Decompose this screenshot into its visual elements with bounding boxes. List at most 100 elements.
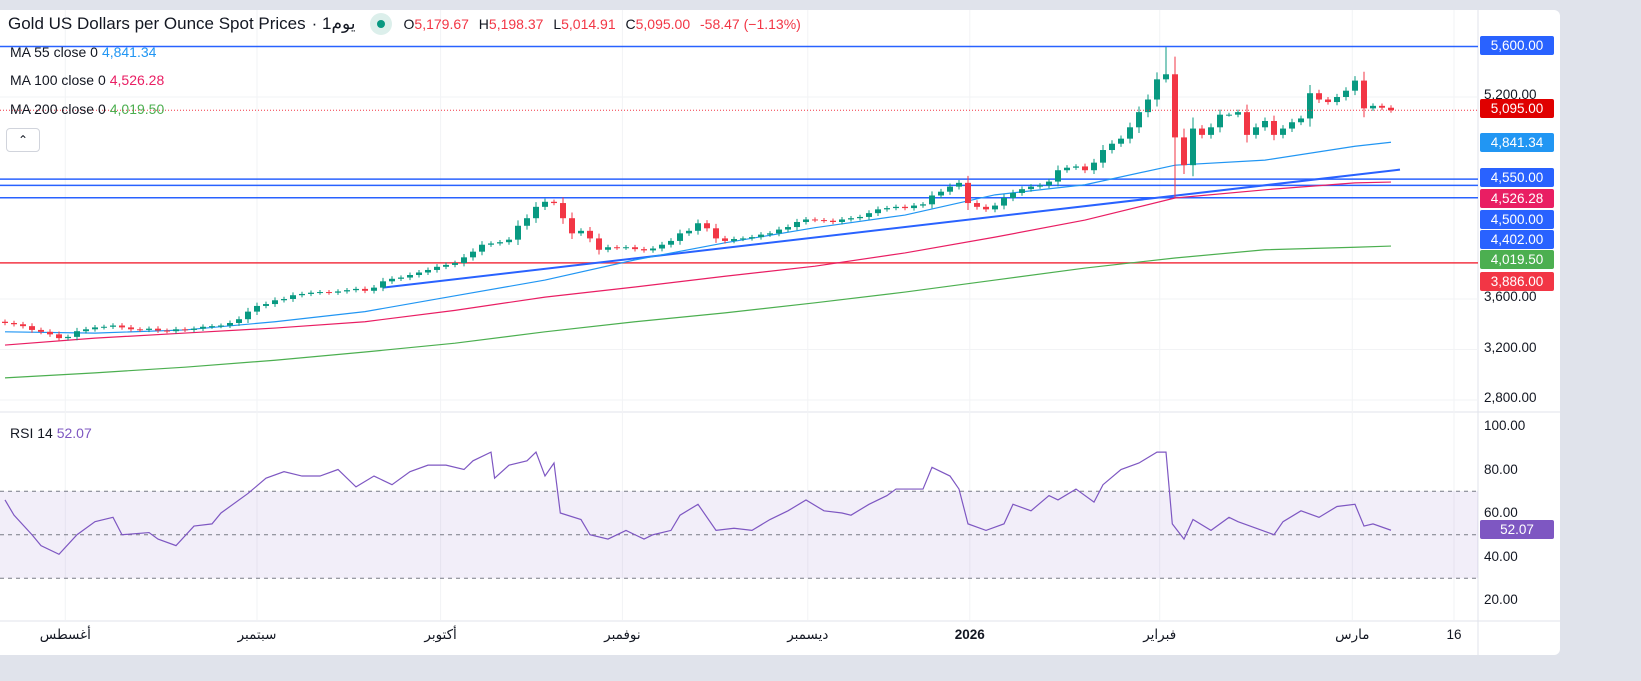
candle-body: [569, 218, 575, 234]
price-axis-tick: 3,600.00: [1484, 289, 1537, 304]
candle-body: [929, 195, 935, 205]
price-axis-tick: 3,200.00: [1484, 339, 1537, 355]
candle-body: [686, 230, 692, 234]
legend-rsi[interactable]: RSI 14 52.07: [10, 425, 92, 441]
time-axis-tick: أغسطس: [39, 627, 91, 642]
candle-body: [857, 216, 863, 219]
chart-canvas[interactable]: [0, 10, 1560, 655]
candle-body: [326, 292, 332, 294]
candle-body: [335, 291, 341, 293]
candle-body: [1361, 80, 1367, 109]
candle-body: [1181, 137, 1187, 166]
candle-body: [803, 219, 809, 222]
candle-body: [767, 233, 773, 235]
candle-body: [938, 191, 944, 196]
candle-body: [902, 206, 908, 209]
candle-body: [1388, 107, 1394, 111]
price-label: 5,095.00: [1480, 99, 1554, 118]
candle-body: [974, 203, 980, 207]
candle-body: [821, 220, 827, 222]
candle-body: [353, 288, 359, 291]
ma100-line: [4, 181, 1392, 346]
low-label: L: [553, 16, 562, 32]
price-label: 4,841.34: [1480, 133, 1554, 152]
rsi-line: [4, 451, 1392, 556]
close-label: C: [625, 16, 636, 32]
time-axis-tick: 2026: [954, 627, 985, 642]
time-axis-tick: ديسمبر: [787, 627, 829, 642]
price-label: 4,550.00: [1480, 168, 1554, 187]
candle-body: [1091, 162, 1097, 171]
candle-body: [461, 257, 467, 264]
candle-body: [1100, 150, 1106, 163]
candle-body: [227, 322, 233, 326]
symbol-title[interactable]: Gold US Dollars per Ounce Spot Prices: [8, 14, 306, 33]
candle-body: [92, 327, 98, 330]
candle-body: [443, 264, 449, 267]
candle-body: [1307, 93, 1313, 119]
candle-body: [1145, 99, 1151, 113]
candle-body: [1325, 99, 1331, 103]
candle-body: [560, 203, 566, 219]
candle-body: [1235, 112, 1241, 115]
ohlc-readout: O5,179.67 H5,198.37 L5,014.91 C5,095.00 …: [404, 16, 807, 32]
candle-body: [110, 325, 116, 327]
price-label: 4,019.50: [1480, 250, 1554, 269]
candle-body: [551, 201, 557, 204]
legend-ma100[interactable]: MA 100 close 0 4,526.28: [10, 72, 164, 88]
candle-body: [128, 327, 134, 330]
candle-body: [488, 243, 494, 245]
candle-body: [146, 328, 152, 330]
candle-body: [281, 299, 287, 301]
candle-body: [1073, 166, 1079, 168]
candle-body: [956, 182, 962, 187]
candle-body: [731, 239, 737, 241]
candle-body: [1064, 167, 1070, 171]
candle-body: [20, 324, 26, 327]
trendline: [382, 168, 1401, 289]
candle-body: [1118, 138, 1124, 144]
time-axis-tick: فبراير: [1143, 627, 1177, 642]
candle-body: [650, 248, 656, 251]
candle-body: [533, 206, 539, 219]
candle-body: [1127, 127, 1133, 139]
candle-body: [1109, 143, 1115, 151]
candle-body: [83, 329, 89, 332]
candle-body: [254, 305, 260, 312]
rsi-value-label: 52.07: [1480, 520, 1554, 540]
price-axis-tick: 2,800.00: [1484, 390, 1537, 405]
chart-window: Gold US Dollars per Ounce Spot Prices · …: [0, 10, 1560, 655]
candle-body: [209, 326, 215, 328]
candle-body: [1055, 170, 1061, 182]
candle-body: [1217, 114, 1223, 128]
candle-body: [1244, 112, 1250, 135]
legend-ma55[interactable]: MA 55 close 0 4,841.34: [10, 44, 156, 60]
candle-body: [515, 225, 521, 240]
interval-label[interactable]: · 1يوم: [311, 14, 356, 33]
legend-ma200[interactable]: MA 200 close 0 4,019.50: [10, 101, 164, 117]
candle-body: [596, 238, 602, 250]
candle-body: [173, 329, 179, 332]
candle-body: [704, 223, 710, 229]
candle-body: [479, 244, 485, 252]
candle-body: [119, 325, 125, 328]
high-label: H: [478, 16, 489, 32]
candle-body: [1298, 118, 1304, 123]
candle-body: [1163, 74, 1169, 80]
candle-body: [1208, 127, 1214, 135]
price-axis-tick: 5,200.00: [1484, 87, 1537, 102]
candle-body: [848, 218, 854, 220]
candle-body: [11, 322, 17, 325]
candle-body: [452, 263, 458, 265]
high-value: 5,198.37: [488, 16, 544, 32]
candle-body: [1136, 112, 1142, 128]
low-value: 5,014.91: [561, 16, 616, 32]
candle-body: [1019, 189, 1025, 193]
candle-body: [911, 205, 917, 209]
candle-body: [1334, 97, 1340, 103]
collapse-legend-button[interactable]: ⌃: [6, 128, 40, 152]
time-axis-tick: سبتمبر: [237, 627, 277, 642]
candle-body: [1046, 181, 1052, 186]
candle-body: [695, 223, 701, 231]
candle-body: [947, 186, 953, 192]
